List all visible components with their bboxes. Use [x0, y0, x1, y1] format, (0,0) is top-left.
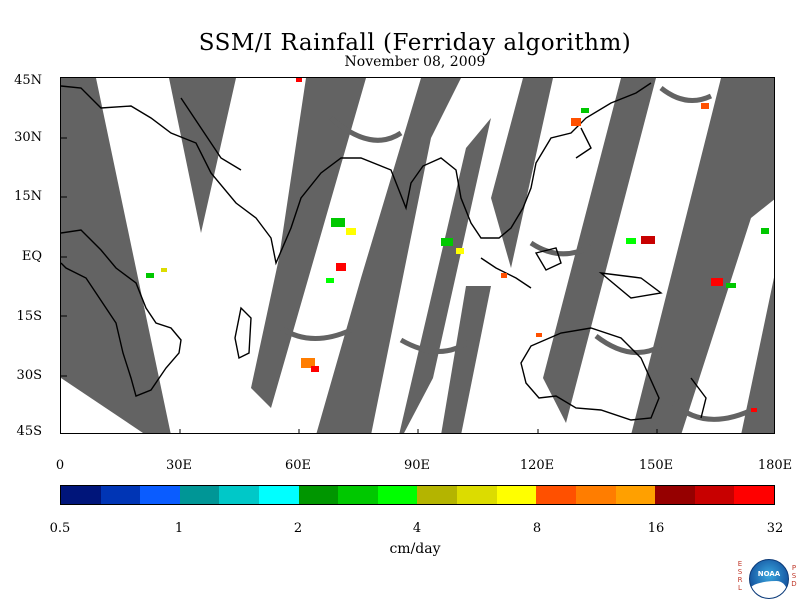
rain-cell: [146, 273, 154, 278]
swath-gap-9: [741, 277, 774, 433]
swath-gap-1: [61, 78, 171, 433]
swath-arc-1: [329, 116, 403, 143]
lon-label-150e: 150E: [638, 458, 674, 473]
rain-cell: [626, 238, 636, 244]
lon-label-120e: 120E: [519, 458, 555, 473]
swath-gap-8: [631, 78, 774, 433]
colorbar-segment: [615, 486, 656, 504]
colorbar-tick-16: 16: [647, 521, 665, 536]
rain-cell: [296, 78, 302, 82]
colorbar-units: cm/day: [389, 541, 441, 557]
rainfall-colorbar: [60, 485, 775, 505]
logo-letters-left: E S R L: [737, 560, 743, 592]
swath-arc-7: [671, 401, 758, 422]
coast-red-sea: [180, 97, 242, 171]
colorbar-segment: [140, 486, 180, 504]
colorbar-segment: [100, 486, 141, 504]
colorbar-segment: [536, 486, 576, 504]
colorbar-segment: [457, 486, 497, 504]
rain-cell: [346, 228, 356, 235]
swath-gap-6: [491, 78, 553, 268]
swath-arc-2: [279, 325, 353, 341]
map-title: SSM/I Rainfall (Ferriday algorithm): [198, 30, 632, 56]
rain-cell: [301, 358, 315, 368]
colorbar-segment: [219, 486, 260, 504]
lat-label-15n: 15N: [14, 189, 42, 204]
lon-label-90e: 90E: [403, 458, 431, 473]
rain-cell: [331, 218, 345, 227]
swath-arc-6: [659, 86, 713, 103]
rain-cell: [456, 248, 464, 254]
rainfall-cells: [146, 78, 769, 412]
colorbar-segment: [655, 486, 695, 504]
map-date: November 08, 2009: [344, 54, 486, 70]
rain-cell: [536, 333, 542, 337]
coast-australia: [520, 327, 660, 421]
lat-label-15s: 15S: [16, 309, 42, 324]
lat-label-30n: 30N: [14, 130, 42, 145]
swath-gap-10: [441, 286, 491, 433]
swath-gaps: [61, 78, 774, 433]
coast-madagascar: [234, 306, 252, 360]
esrl-psd-noaa-logo: E S R L NOAA P S D: [735, 558, 797, 599]
noaa-emblem-icon: NOAA: [749, 559, 789, 599]
coast-africa: [61, 229, 182, 397]
colorbar-segment: [377, 486, 418, 504]
logo-letters-right: P S D: [791, 564, 797, 588]
colorbar-segment: [179, 486, 220, 504]
coast-borneo: [534, 247, 562, 271]
colorbar-segment: [575, 486, 616, 504]
rain-cell: [441, 238, 453, 246]
colorbar-segment: [496, 486, 537, 504]
coast-japan: [575, 127, 592, 159]
lon-label-0: 0: [55, 458, 65, 473]
map-ticks: [61, 137, 658, 433]
coast-new-guinea: [598, 272, 663, 299]
colorbar-tick-0-5: 0.5: [49, 521, 71, 536]
rain-cell: [751, 408, 757, 412]
coast-eurasia: [61, 82, 652, 266]
colorbar-segment: [259, 486, 299, 504]
colorbar-segment: [417, 486, 458, 504]
rain-cell: [326, 278, 334, 283]
colorbar-tick-4: 4: [412, 521, 422, 536]
colorbar-segment: [694, 486, 735, 504]
rain-cell: [641, 236, 655, 244]
swath-arc-4: [529, 240, 593, 257]
colorbar-segment: [338, 486, 378, 504]
swath-gap-4: [316, 78, 461, 433]
rain-cell: [161, 268, 167, 272]
lon-label-30e: 30E: [165, 458, 193, 473]
colorbar-segment: [298, 486, 339, 504]
colorbar-segment: [61, 486, 101, 504]
rainfall-map: [60, 77, 775, 434]
colorbar-tick-1: 1: [174, 521, 184, 536]
lon-label-60e: 60E: [284, 458, 312, 473]
lon-label-180e: 180E: [757, 458, 793, 473]
colorbar-tick-2: 2: [293, 521, 303, 536]
rain-cell: [761, 228, 769, 234]
rain-cell: [571, 118, 581, 126]
swath-gap-5: [399, 118, 491, 433]
rainfall-map-canvas: [61, 78, 774, 433]
rain-cell: [711, 278, 723, 286]
rain-cell: [581, 108, 589, 113]
swath-arc-5: [594, 334, 663, 355]
colorbar-segment: [734, 486, 774, 504]
swath-gap-7: [543, 78, 656, 423]
lat-label-45s: 45S: [16, 424, 42, 439]
swath-arcs: [279, 86, 758, 422]
colorbar-tick-32: 32: [766, 521, 784, 536]
rain-cell: [336, 263, 346, 271]
lat-label-45n: 45N: [14, 73, 42, 88]
rain-cell: [501, 273, 507, 278]
lat-label-eq: EQ: [21, 249, 42, 264]
coast-new-zealand: [690, 377, 707, 419]
rain-cell: [311, 366, 319, 372]
lat-label-30s: 30S: [16, 368, 42, 383]
colorbar-tick-8: 8: [532, 521, 542, 536]
swath-arc-3: [399, 337, 473, 354]
rain-cell: [726, 283, 736, 288]
rain-cell: [701, 103, 709, 109]
